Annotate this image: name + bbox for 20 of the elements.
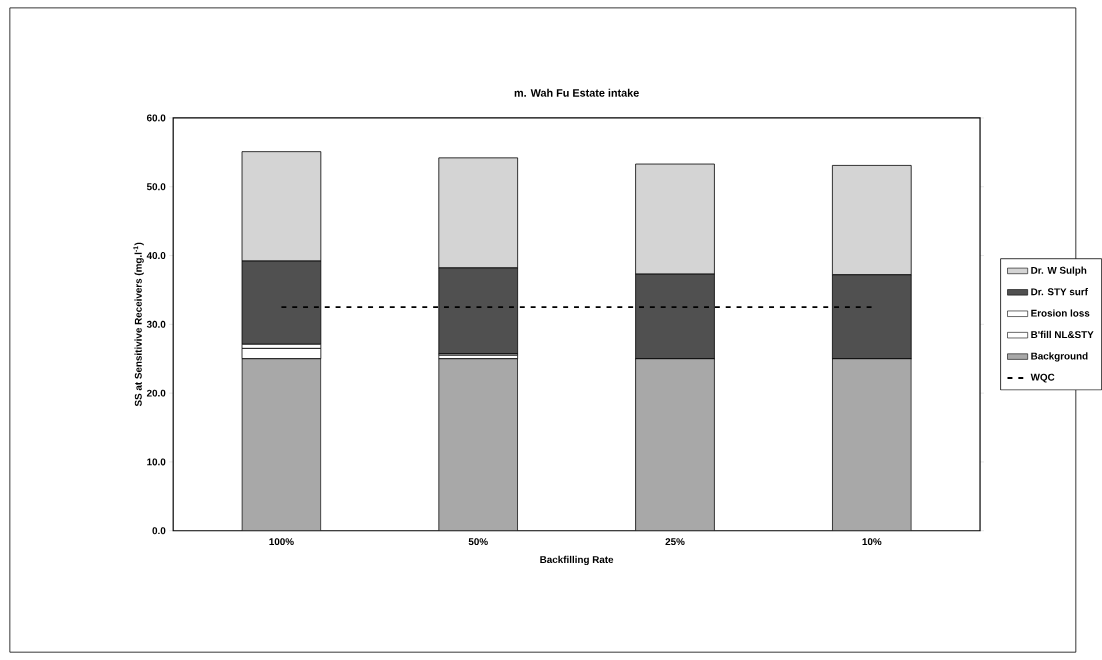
legend-label: WQC <box>1030 373 1055 383</box>
legend-label: B'fill NL&STY <box>1031 330 1094 339</box>
y-tick-label: 10.0 <box>147 458 166 466</box>
y-tick-label: 60.0 <box>146 114 166 122</box>
y-tick-label: 20.0 <box>146 389 166 397</box>
x-tick-label: 100% <box>269 538 294 546</box>
legend-label: Erosion loss <box>1031 309 1090 317</box>
y-axis-title: SS at Sensitivive Receivers (mg.l$^{-1}$) <box>133 242 144 407</box>
legend-label: Dr. STY surf <box>1031 287 1088 296</box>
chart-title: m. Wah Fu Estate intake <box>514 88 639 97</box>
y-tick-label: 40.0 <box>146 252 166 259</box>
x-tick-label: 50% <box>468 538 488 546</box>
y-tick-label: 30.0 <box>146 320 166 328</box>
y-tick-label: 50.0 <box>146 183 166 191</box>
x-tick-label: 10% <box>862 538 882 546</box>
x-tick-label: 25% <box>665 538 685 546</box>
y-tick-label: 0.0 <box>152 527 166 535</box>
x-axis-title: Backfilling Rate <box>540 555 614 566</box>
legend-label: Background <box>1031 352 1088 362</box>
legend-label: Dr. W Sulph <box>1031 266 1087 276</box>
